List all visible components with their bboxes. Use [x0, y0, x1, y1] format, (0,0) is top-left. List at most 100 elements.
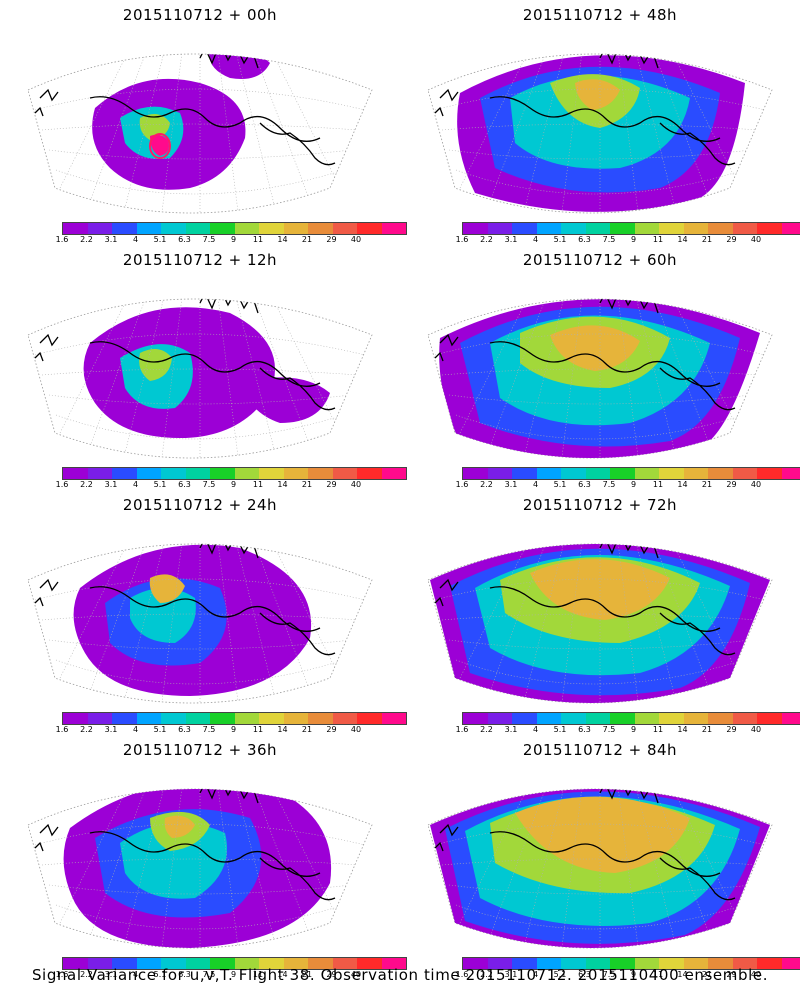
coastline	[34, 841, 44, 852]
variance-contour-region	[575, 79, 620, 110]
colorbar-swatch	[87, 958, 112, 969]
colorbar-label: 3.1	[104, 480, 118, 489]
colorbar-swatch	[112, 223, 137, 234]
latitude-line	[441, 858, 759, 866]
colorbar-swatch	[757, 958, 782, 969]
variance-map	[27, 298, 373, 459]
variance-contour-region	[240, 377, 330, 423]
colorbar-label: 29	[326, 725, 337, 734]
colorbar-labels: 1.6 2.2 3.1 4 5.1 6.3 7.5 9 11 14 21 29 40	[56, 725, 362, 735]
coastline	[659, 612, 736, 656]
colorbar-label: 29	[726, 235, 737, 244]
latitude-line	[434, 823, 766, 846]
colorbar-label: 11	[652, 235, 664, 244]
colorbar-swatch	[357, 468, 382, 479]
colorbar-swatch	[234, 468, 259, 479]
colorbar-label: 2.2	[480, 235, 493, 244]
colorbar-label: 29	[726, 480, 737, 489]
colorbar-label: 6.3	[178, 480, 191, 489]
coastline	[659, 857, 736, 901]
variance-map	[427, 788, 773, 949]
coastline	[439, 578, 459, 592]
colorbar-label: 14	[277, 725, 288, 734]
colorbar-swatch	[512, 713, 537, 724]
colorbar-label: 5.1	[553, 725, 567, 734]
colorbar-label: 14	[677, 235, 688, 244]
colorbar-label: 21	[301, 480, 313, 489]
colorbar-swatch	[63, 958, 88, 969]
map-panel: 2015110712 + 00h 1.6 2.2 3.1 4 5.1 6.3 7.5 9 11 14…	[0, 0, 407, 245]
colorbar-label: 3.1	[104, 970, 118, 979]
colorbar-label: 1.6	[455, 235, 469, 244]
colorbar	[462, 957, 800, 970]
variance-contour-region	[550, 325, 640, 371]
latitude-line	[448, 884, 752, 895]
colorbar-swatch	[610, 223, 635, 234]
colorbar-label: 4	[132, 970, 139, 979]
colorbar-label: 40	[350, 235, 362, 244]
colorbar-swatch	[112, 713, 137, 724]
colorbar-label: 21	[701, 725, 713, 734]
latitude-line	[34, 578, 366, 601]
colorbar-label: 29	[726, 725, 737, 734]
colorbar-label: 1.6	[55, 970, 69, 979]
colorbar-label: 21	[701, 970, 713, 979]
colorbar-swatch	[381, 468, 406, 479]
colorbar-swatch	[308, 713, 333, 724]
colorbar-swatch	[634, 713, 659, 724]
colorbar	[462, 712, 800, 725]
colorbar-label: 7.5	[202, 970, 216, 979]
colorbar-swatch	[259, 223, 284, 234]
colorbar-label: 14	[277, 480, 288, 489]
colorbar-swatch	[683, 468, 708, 479]
colorbar-label: 29	[326, 970, 337, 979]
colorbar-swatch	[757, 223, 782, 234]
coastline	[434, 106, 444, 117]
colorbar-swatch	[357, 958, 382, 969]
colorbar-label: 5.1	[153, 725, 167, 734]
variance-map	[427, 543, 773, 704]
colorbar-label: 5.1	[153, 235, 167, 244]
colorbar-swatch	[308, 468, 333, 479]
variance-contour-region	[150, 134, 169, 156]
colorbar-labels: 1.6 2.2 3.1 4 5.1 6.3 7.5 9 11 14 21 29 40	[456, 235, 762, 245]
colorbar-swatch	[561, 223, 586, 234]
colorbar-label: 11	[652, 725, 664, 734]
colorbar-swatch	[283, 223, 308, 234]
colorbar-swatch	[357, 713, 382, 724]
variance-contour-region	[164, 815, 195, 838]
variance-map	[27, 543, 373, 704]
colorbar-label: 3.1	[504, 970, 518, 979]
colorbar-swatch	[781, 958, 800, 969]
colorbar-swatch	[185, 958, 210, 969]
panel-title: 2015110712 + 12h	[122, 251, 278, 269]
latitude-line	[441, 368, 759, 376]
colorbar-swatch	[210, 958, 235, 969]
latitude-line	[41, 123, 359, 131]
coastline	[34, 106, 44, 117]
colorbar-label: 5.1	[553, 970, 567, 979]
colorbar-label: 6.3	[178, 235, 191, 244]
colorbar-label: 29	[726, 970, 737, 979]
colorbar-swatch	[708, 958, 733, 969]
colorbar-label: 2.2	[480, 725, 493, 734]
panel-title: 2015110712 + 60h	[522, 251, 678, 269]
colorbar-label: 7.5	[202, 725, 216, 734]
colorbar-label: 2.2	[480, 480, 493, 489]
coastline	[659, 122, 736, 166]
colorbar-label: 4	[532, 480, 539, 489]
colorbar-swatch	[757, 713, 782, 724]
colorbar-swatch	[63, 468, 88, 479]
colorbar-swatch	[161, 713, 186, 724]
colorbar-swatch	[634, 223, 659, 234]
colorbar-label: 2.2	[80, 970, 93, 979]
colorbar-swatch	[683, 958, 708, 969]
colorbar-label: 2.2	[80, 235, 93, 244]
colorbar-swatch	[561, 713, 586, 724]
panel-title: 2015110712 + 00h	[122, 6, 278, 24]
colorbar-label: 7.5	[602, 480, 616, 489]
colorbar-label: 21	[701, 480, 713, 489]
colorbar-label: 6.3	[178, 725, 191, 734]
colorbar-label: 1.6	[455, 480, 469, 489]
colorbar-swatch	[63, 223, 88, 234]
